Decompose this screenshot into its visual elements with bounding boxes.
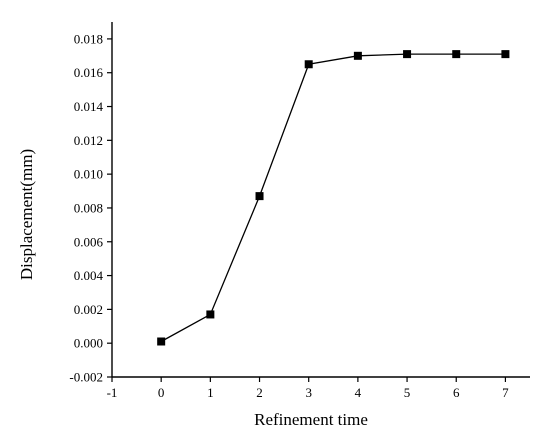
y-tick-label: 0.000 — [74, 336, 103, 351]
data-point-marker — [304, 60, 313, 69]
y-tick-label: 0.002 — [74, 302, 103, 317]
y-tick-label: 0.006 — [74, 234, 104, 249]
x-tick-label: 0 — [158, 385, 165, 400]
data-point-marker — [353, 51, 362, 60]
x-tick-label: 2 — [256, 385, 263, 400]
data-point-marker — [403, 50, 412, 59]
data-point-marker — [501, 50, 510, 59]
y-tick-label: 0.018 — [74, 31, 103, 46]
x-tick-label: -1 — [107, 385, 118, 400]
data-point-marker — [206, 310, 215, 319]
y-tick-label: 0.008 — [74, 200, 103, 215]
y-tick-label: 0.004 — [74, 268, 104, 283]
data-point-marker — [255, 192, 264, 201]
y-tick-label: -0.002 — [69, 370, 103, 385]
y-axis-ticks: -0.002 0.000 0.002 0.004 0.006 0.008 0.010 0.01… — [69, 31, 112, 385]
data-point-marker — [157, 337, 166, 346]
x-tick-label: 4 — [355, 385, 362, 400]
x-tick-label: 1 — [207, 385, 214, 400]
x-tick-label: 5 — [404, 385, 411, 400]
x-axis-ticks: -1 0 1 2 3 4 5 6 7 — [107, 377, 509, 400]
x-axis-title: Refinement time — [254, 410, 368, 429]
series-line — [160, 53, 506, 343]
y-tick-label: 0.014 — [74, 99, 104, 114]
x-tick-label: 3 — [305, 385, 312, 400]
y-axis-title: Displacement(mm) — [17, 149, 36, 280]
data-point-marker — [452, 50, 461, 59]
data-series — [157, 50, 510, 346]
x-tick-label: 6 — [453, 385, 460, 400]
y-tick-label: 0.010 — [74, 167, 103, 182]
x-tick-label: 7 — [502, 385, 509, 400]
y-tick-label: 0.016 — [74, 65, 104, 80]
y-tick-label: 0.012 — [74, 133, 103, 148]
plot-area — [111, 22, 530, 378]
